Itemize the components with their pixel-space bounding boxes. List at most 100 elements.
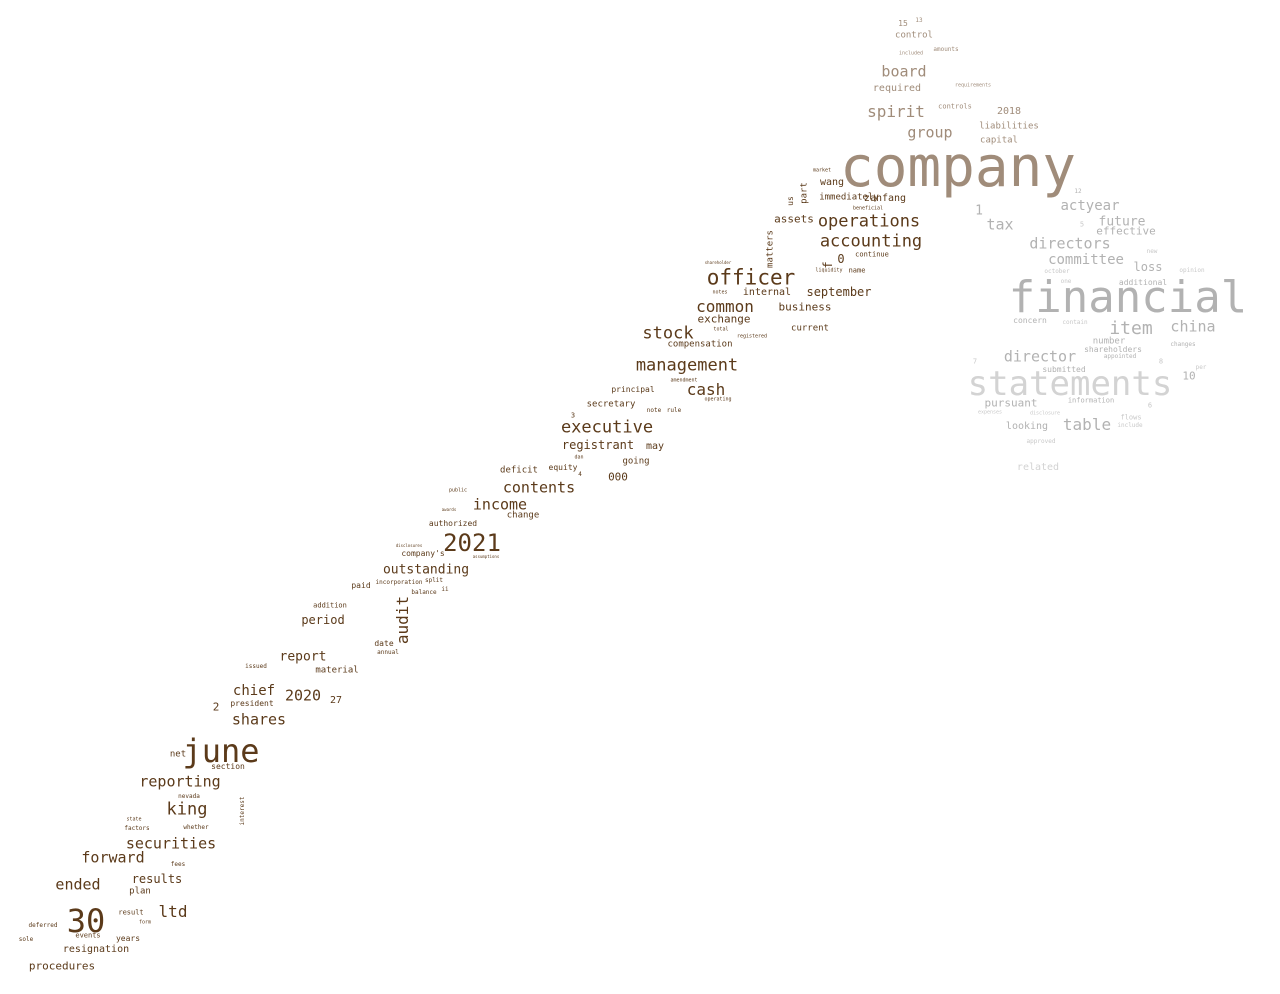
cloud-word: actyear <box>1060 198 1120 214</box>
cloud-word: deficit <box>500 465 538 476</box>
cloud-word: per <box>1195 364 1207 371</box>
cloud-word: dan <box>574 454 584 461</box>
cloud-word: notes <box>712 289 728 296</box>
cloud-word: future <box>1098 214 1146 230</box>
cloud-word: operating <box>704 396 732 403</box>
cloud-word: 10 <box>1182 369 1196 383</box>
cloud-word: balance <box>411 589 437 596</box>
cloud-word: change <box>506 510 540 521</box>
cloud-word: registrant <box>561 438 635 452</box>
cloud-word: company <box>839 135 1077 200</box>
cloud-word: material <box>315 665 359 676</box>
cloud-word: reporting <box>139 772 221 791</box>
cloud-word: information <box>1067 396 1115 405</box>
cloud-word: 7 <box>972 357 978 366</box>
cloud-word: result <box>118 908 144 917</box>
cloud-word: section <box>211 762 245 771</box>
cloud-word: date <box>374 639 394 648</box>
cloud-word: number <box>1092 336 1126 347</box>
cloud-word: assumptions <box>472 554 500 559</box>
cloud-word: disclosures <box>395 543 423 548</box>
cloud-word: officer <box>706 265 796 290</box>
cloud-word: looking <box>1005 421 1049 432</box>
cloud-word: opinion <box>1179 267 1205 274</box>
cloud-word: audit <box>393 595 412 645</box>
cloud-word: name <box>848 266 866 275</box>
cloud-word: going <box>622 456 650 467</box>
cloud-word: october <box>1044 268 1070 275</box>
cloud-word: issued <box>245 663 267 670</box>
cloud-word: ii <box>441 586 449 593</box>
cloud-word: 1 <box>975 203 983 219</box>
cloud-word: period <box>301 613 345 627</box>
cloud-word: forward <box>81 848 145 867</box>
cloud-word: financial <box>1008 272 1248 323</box>
cloud-word: business <box>778 300 832 314</box>
cloud-word: matters <box>765 230 776 268</box>
cloud-word: control <box>895 30 933 41</box>
cloud-word: september <box>806 285 872 299</box>
cloud-word: 000 <box>608 470 628 484</box>
cloud-word: shareholder <box>704 260 732 265</box>
cloud-word: fees <box>170 861 186 868</box>
cloud-word: total <box>713 326 729 333</box>
cloud-word: years <box>115 934 141 943</box>
cloud-word: amounts <box>933 46 959 53</box>
cloud-word: effective <box>1096 224 1156 238</box>
cloud-word: incorporation <box>375 579 423 586</box>
cloud-word: market <box>812 167 832 174</box>
cloud-word: flows <box>1120 413 1142 422</box>
cloud-word: contents <box>502 478 576 497</box>
cloud-word: assets <box>774 212 814 226</box>
cloud-word: statements <box>967 364 1173 404</box>
cloud-word: zanfang <box>863 193 907 204</box>
cloud-word: required <box>872 83 922 94</box>
cloud-word: rule <box>666 407 682 414</box>
cloud-word: one <box>1060 278 1072 285</box>
cloud-word: exchange <box>697 312 751 326</box>
cloud-word: principal <box>611 385 655 394</box>
cloud-word: may <box>645 441 665 452</box>
cloud-word: changes <box>1170 341 1196 348</box>
cloud-word: 5 <box>1079 220 1085 229</box>
cloud-word: secretary <box>586 399 636 410</box>
cloud-word: 12 <box>1074 188 1082 195</box>
cloud-word: plan <box>129 886 151 897</box>
cloud-word: chief <box>232 683 276 699</box>
cloud-word: registered <box>736 333 768 340</box>
cloud-word: 2018 <box>996 106 1022 117</box>
cloud-word: submitted <box>1042 365 1086 374</box>
cloud-word: executive <box>560 417 654 438</box>
cloud-word: note <box>646 407 662 414</box>
cloud-word: income <box>472 495 528 514</box>
cloud-word: form <box>138 919 152 926</box>
cloud-word: compensation <box>667 339 733 350</box>
cloud-word: immediately <box>819 192 879 203</box>
cloud-word: board <box>881 62 927 81</box>
cloud-word: factors <box>124 825 150 832</box>
cloud-word: report <box>279 649 327 665</box>
cloud-word: pursuant <box>984 396 1038 410</box>
cloud-word: wang <box>819 177 845 188</box>
cloud-word: public <box>448 487 468 494</box>
cloud-word: current <box>791 323 829 334</box>
cloud-word: operations <box>817 211 921 232</box>
cloud-word: amendment <box>670 377 698 384</box>
cloud-word: internal <box>742 287 792 298</box>
cloud-word: split <box>424 577 444 584</box>
cloud-word: 2021 <box>443 529 501 557</box>
cloud-word: continue <box>855 250 889 259</box>
cloud-word: whether <box>183 824 209 831</box>
cloud-word: include <box>1117 422 1143 429</box>
cloud-word: appointed <box>1103 353 1137 360</box>
cloud-word: table <box>1062 415 1112 434</box>
cloud-word: company's <box>401 549 445 558</box>
cloud-word: liabilities <box>979 121 1039 132</box>
cloud-word: expenses <box>977 409 1003 416</box>
cloud-word: additional <box>1118 278 1168 287</box>
cloud-word: deferred <box>28 922 58 929</box>
cloud-word: net <box>169 749 187 760</box>
cloud-word: approved <box>1026 438 1056 445</box>
cloud-word: 8 <box>1158 357 1164 366</box>
